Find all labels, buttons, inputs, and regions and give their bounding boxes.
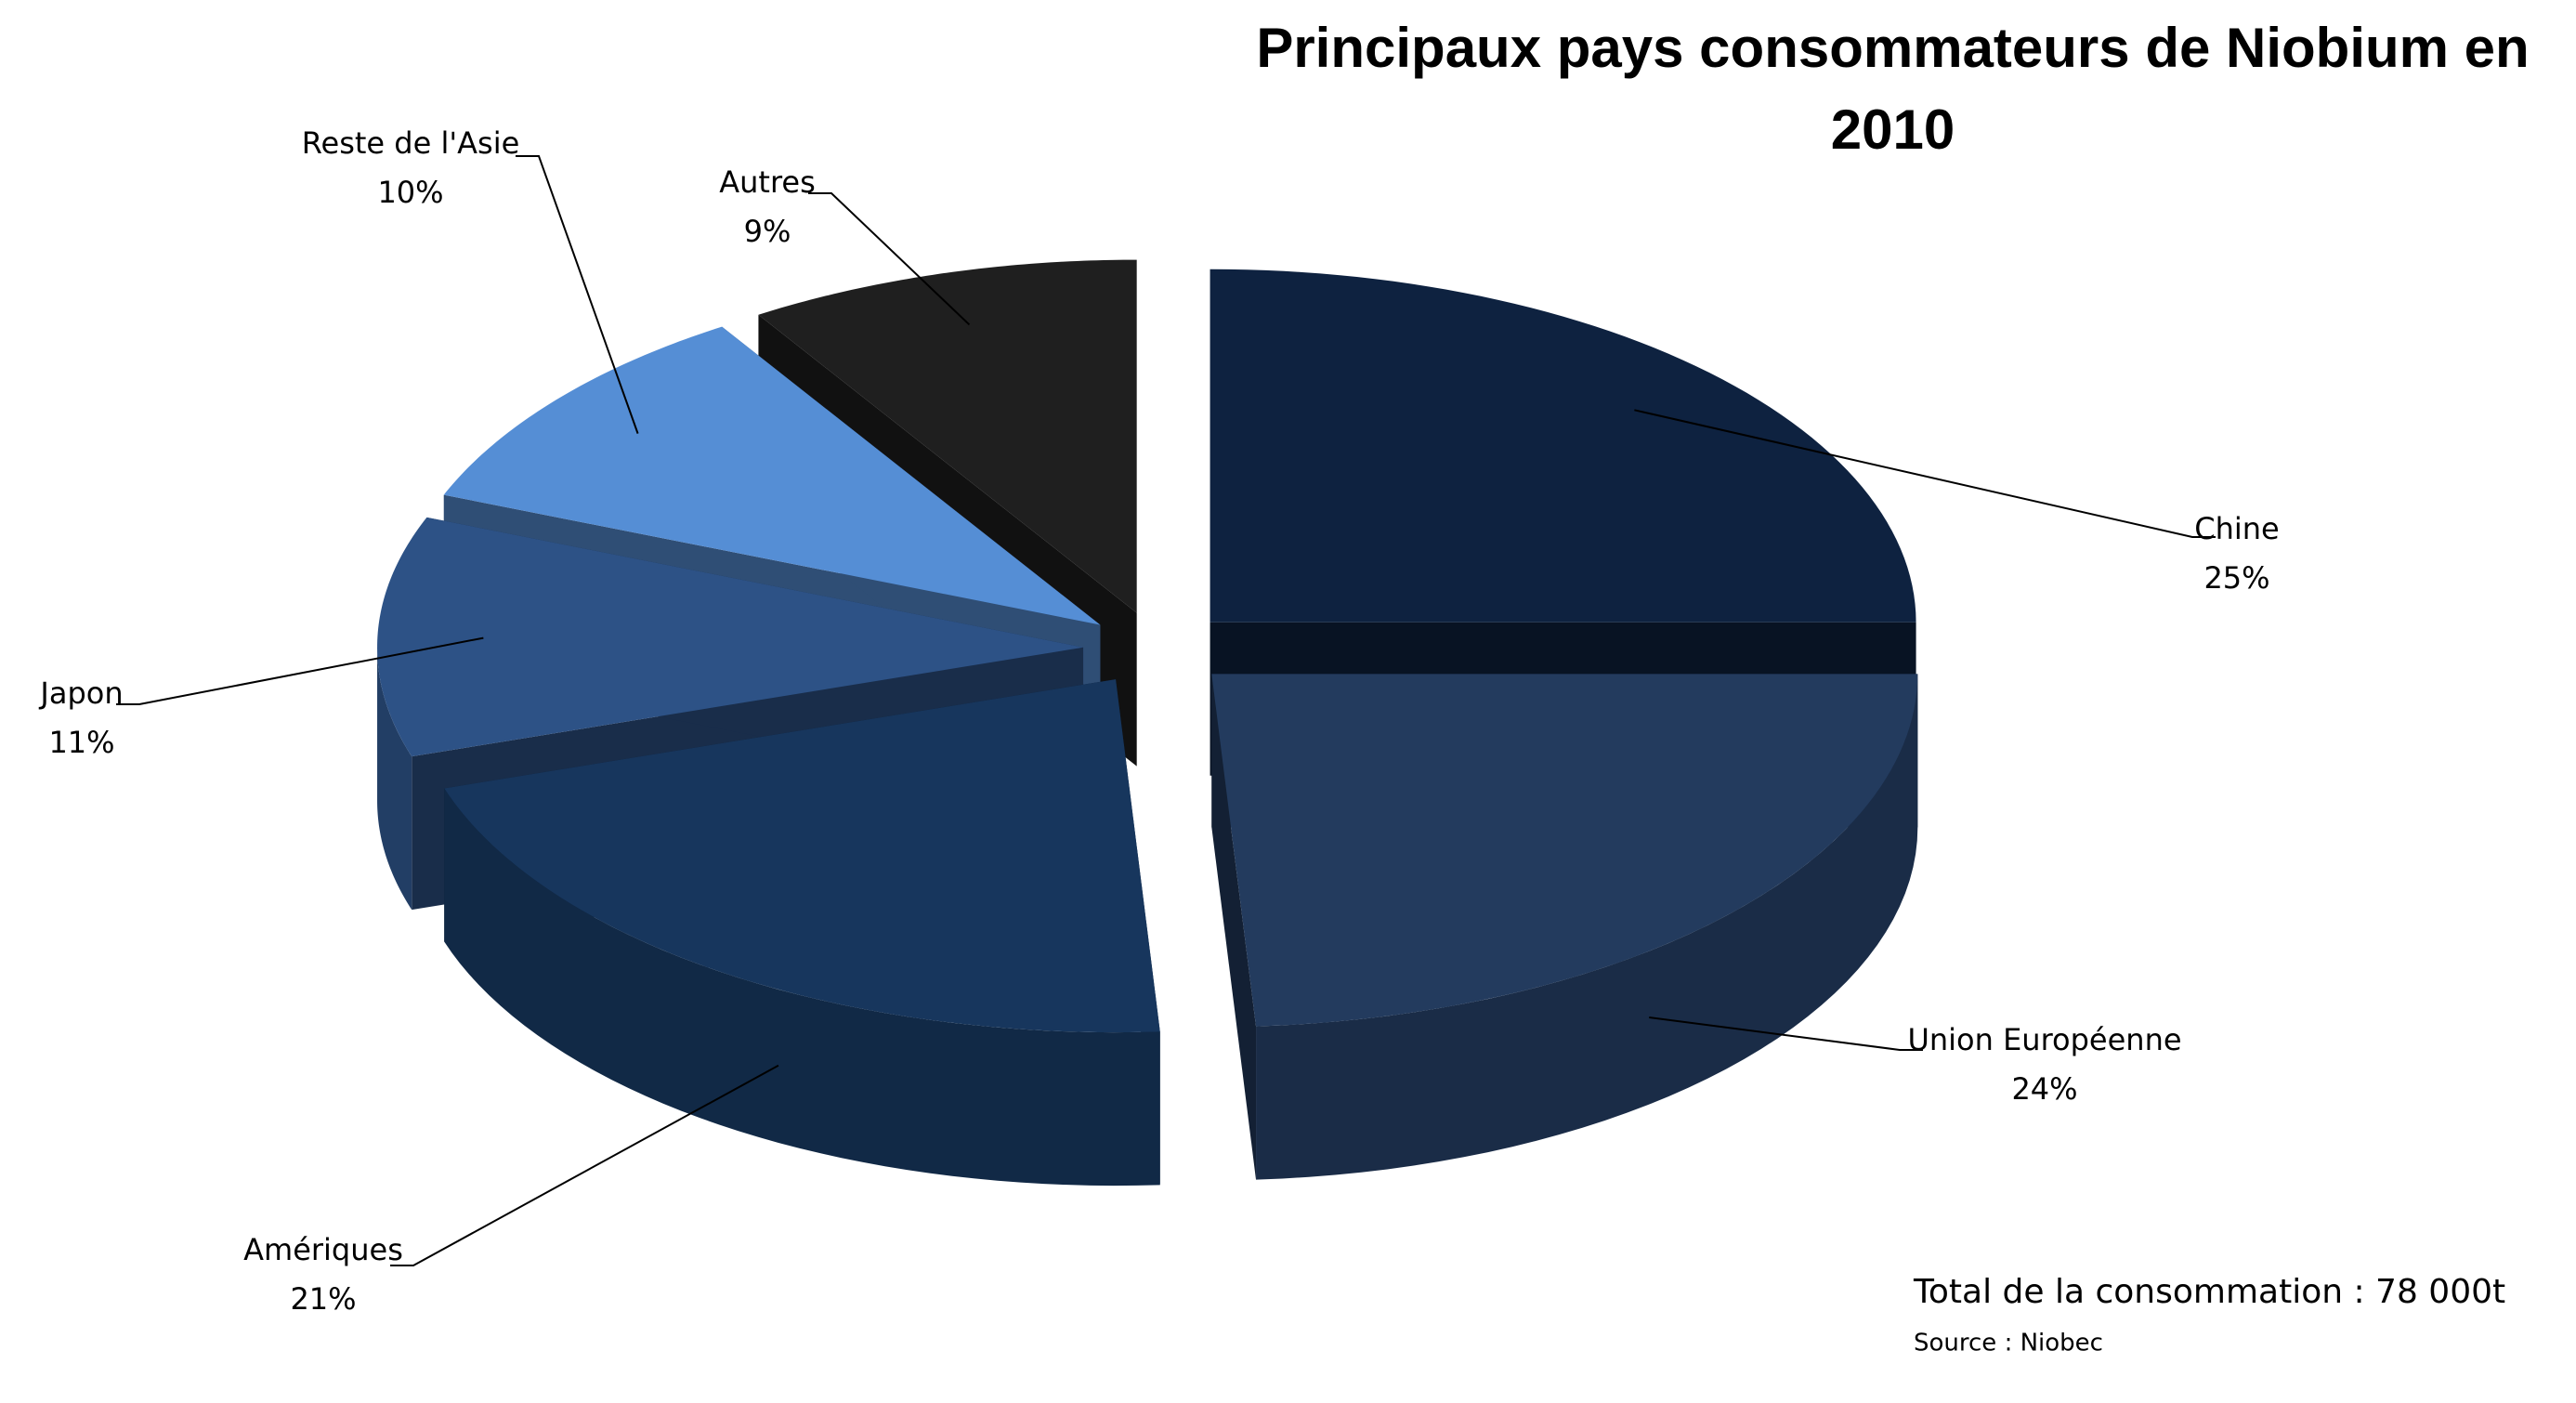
slice: [444, 679, 1160, 1187]
slice-top: [444, 679, 1160, 1033]
category-label: Amériques: [243, 1232, 403, 1267]
slice-top: [1211, 674, 1918, 1027]
category-label: Autres: [719, 164, 816, 200]
slice-side: [1256, 674, 1918, 1180]
slice-top: [443, 326, 1101, 625]
slice-top: [758, 259, 1137, 613]
value-label: 11%: [48, 725, 114, 760]
category-label: Reste de l'Asie: [302, 125, 520, 161]
slice-side: [377, 647, 412, 911]
slice-wall: [1211, 674, 1257, 1180]
slice: [1211, 674, 1918, 1180]
value-label: 10%: [377, 175, 443, 210]
value-label: 25%: [2203, 560, 2269, 596]
leader-line: [808, 192, 971, 326]
chart-title: Principaux pays consommateurs de Niobium…: [1256, 17, 2530, 161]
value-label: 9%: [744, 214, 791, 249]
leader-line: [390, 1064, 779, 1266]
value-label: 24%: [2011, 1071, 2077, 1107]
category-label: Chine: [2194, 511, 2279, 546]
annotation: Total de la consommation : 78 000t: [1913, 1273, 2505, 1311]
leader-line: [1649, 1016, 1923, 1051]
slice-top: [377, 517, 1084, 757]
leader-line: [1634, 409, 2216, 538]
source: Source : Niobec: [1914, 1330, 2103, 1357]
slice-top: [1210, 269, 1916, 623]
slice-side: [444, 788, 1160, 1187]
category-label: Japon: [38, 675, 123, 711]
category-label: Union Européenne: [1907, 1022, 2181, 1057]
value-label: 21%: [290, 1281, 356, 1317]
leader-line: [516, 155, 639, 434]
leader-line: [116, 636, 484, 705]
